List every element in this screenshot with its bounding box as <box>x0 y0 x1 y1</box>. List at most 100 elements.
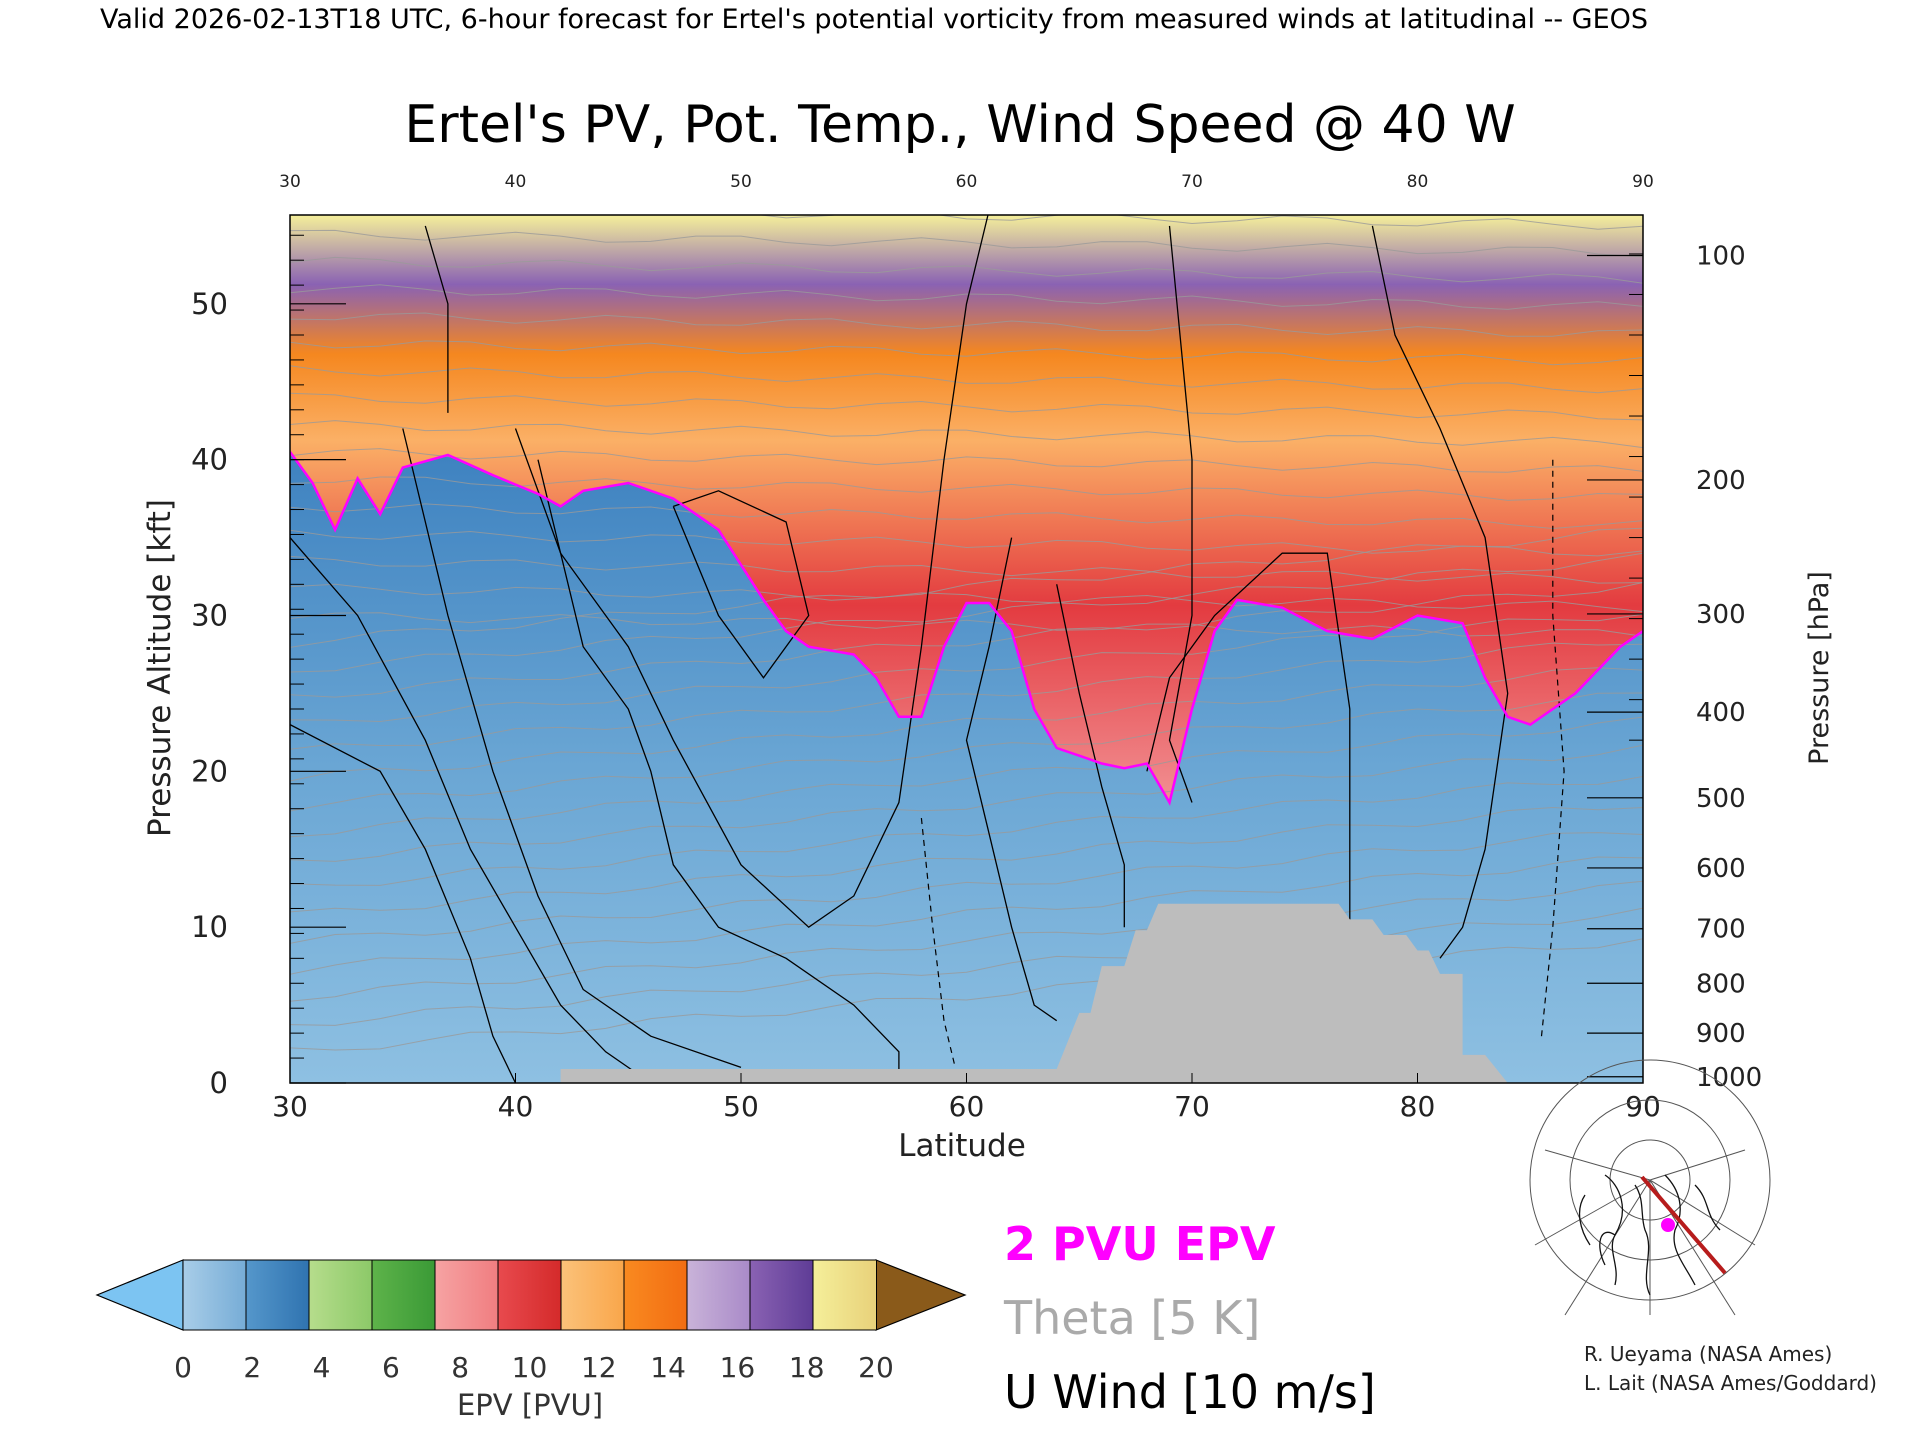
pressure-tick-label: 500 <box>1696 784 1746 814</box>
theta-contour <box>290 744 1643 862</box>
theta-contour <box>290 392 1643 421</box>
colorbar-tick-label: 12 <box>581 1351 617 1384</box>
map-coastlines <box>1578 1174 1721 1296</box>
theta-contour <box>290 229 1643 258</box>
theta-contour <box>597 215 1643 230</box>
theta-contour <box>290 880 1643 1002</box>
colorbar-label: EPV [PVU] <box>457 1388 603 1422</box>
pressure-tick-label: 100 <box>1696 242 1746 272</box>
map-location-marker <box>1661 1218 1675 1232</box>
theta-contour <box>290 284 1643 310</box>
wind-contour <box>402 428 742 1069</box>
x-tick-label: 90 <box>1625 1090 1661 1123</box>
colorbar-band <box>812 1259 877 1331</box>
theta-contour <box>290 832 1643 944</box>
colorbar-tick-label: 18 <box>789 1351 825 1384</box>
wind-contour <box>1168 225 1193 803</box>
top-tick-label: 60 <box>956 172 978 192</box>
wind-contour <box>290 537 652 1083</box>
map-track-line <box>1640 1175 1727 1275</box>
wind-contour <box>514 215 989 929</box>
theta-contour <box>290 716 1643 838</box>
y-tick-label: 50 <box>191 287 228 321</box>
colorbar-band <box>371 1259 436 1331</box>
x-axis-label: Latitude <box>898 1128 1026 1164</box>
colorbar-band <box>497 1259 562 1331</box>
colorbar-band <box>182 1259 247 1331</box>
wind-contour <box>1146 552 1351 928</box>
theta-contour <box>290 582 1643 698</box>
y-axis-label: Pressure Altitude [kft] <box>142 499 178 837</box>
theta-contour <box>290 555 1643 584</box>
x-tick-label: 60 <box>949 1090 985 1123</box>
colorbar-tick-label: 8 <box>451 1351 469 1384</box>
pressure-tick-label: 600 <box>1696 854 1746 884</box>
locator-map <box>1529 1059 1771 1316</box>
theta-contour <box>290 613 1643 723</box>
pressure-tick-label: 1000 <box>1696 1063 1762 1093</box>
theta-contour <box>290 907 1643 1026</box>
colorbar-under-arrow <box>95 1259 184 1331</box>
wind-contour <box>672 490 810 679</box>
theta-contour <box>290 340 1643 366</box>
theta-contour <box>290 692 1643 812</box>
top-tick-label: 80 <box>1407 172 1429 192</box>
colorbar: 0 2 4 6 8 10 12 14 16 18 20 <box>95 1259 967 1384</box>
colorbar-band <box>308 1259 373 1331</box>
theta-contour <box>290 503 1643 530</box>
y-tick-label: 10 <box>191 910 228 944</box>
colorbar-tick-label: 6 <box>382 1351 400 1384</box>
theta-contour <box>290 583 1643 613</box>
theta-contour <box>290 312 1643 337</box>
pressure-tick-label: 200 <box>1696 466 1746 496</box>
surface-mask <box>560 903 1508 1083</box>
theta-contour <box>290 365 1643 394</box>
top-tick-label: 90 <box>1632 172 1654 192</box>
colorbar-band <box>434 1259 499 1331</box>
credit-line-2: L. Lait (NASA Ames/Goddard) <box>1584 1371 1877 1395</box>
colorbar-over-arrow <box>875 1259 967 1331</box>
colorbar-tick-label: 2 <box>243 1351 261 1384</box>
theta-contour <box>290 256 1643 284</box>
top-axis-ticks: 30 40 50 60 70 80 90 <box>279 172 1654 192</box>
wind-contour-negative <box>1540 459 1565 1037</box>
colorbar-tick-label: 0 <box>174 1351 192 1384</box>
x-tick-label: 80 <box>1400 1090 1436 1123</box>
plot-area <box>290 215 1643 1083</box>
wind-contour <box>1371 225 1509 959</box>
pressure-tick-label: 300 <box>1696 600 1746 630</box>
colorbar-tick-label: 20 <box>858 1351 894 1384</box>
top-tick-label: 70 <box>1181 172 1203 192</box>
colorbar-tick-label: 16 <box>720 1351 756 1384</box>
y-tick-label: 20 <box>191 754 228 788</box>
map-graticule <box>1529 1059 1771 1316</box>
top-tick-label: 40 <box>505 172 527 192</box>
theta-contour <box>290 776 1643 886</box>
theta-contour <box>290 612 1643 637</box>
x-tick-label: 40 <box>498 1090 534 1123</box>
theta-contour <box>290 527 1643 648</box>
chart-title: Ertel's PV, Pot. Temp., Wind Speed @ 40 … <box>404 95 1515 155</box>
colorbar-band <box>560 1259 625 1331</box>
wind-contour <box>965 537 1058 1022</box>
legend-entry-epv: 2 PVU EPV <box>1004 1217 1276 1271</box>
y-axis-ticks: 0 10 20 30 40 50 <box>191 234 346 1100</box>
pressure-tick-label: 900 <box>1696 1019 1746 1049</box>
theta-contour <box>290 529 1643 557</box>
x-tick-label: 30 <box>272 1090 308 1123</box>
pressure-tick-label: 700 <box>1696 915 1746 945</box>
theta-contour <box>290 448 1643 473</box>
theta-contour <box>290 642 1643 750</box>
legend-entry-wind: U Wind [10 m/s] <box>1004 1365 1376 1419</box>
wind-contour <box>290 724 517 1083</box>
colorbar-band <box>686 1259 751 1331</box>
wind-contour <box>424 225 449 413</box>
theta-contour <box>290 667 1643 782</box>
legend: 2 PVU EPV Theta [5 K] U Wind [10 m/s] <box>1003 1217 1376 1419</box>
tropopause-2pvu-line <box>290 451 1643 806</box>
credit-line-1: R. Ueyama (NASA Ames) <box>1584 1342 1832 1366</box>
x-tick-label: 50 <box>723 1090 759 1123</box>
colorbar-band <box>245 1259 310 1331</box>
wind-contour-negative <box>920 818 956 1068</box>
